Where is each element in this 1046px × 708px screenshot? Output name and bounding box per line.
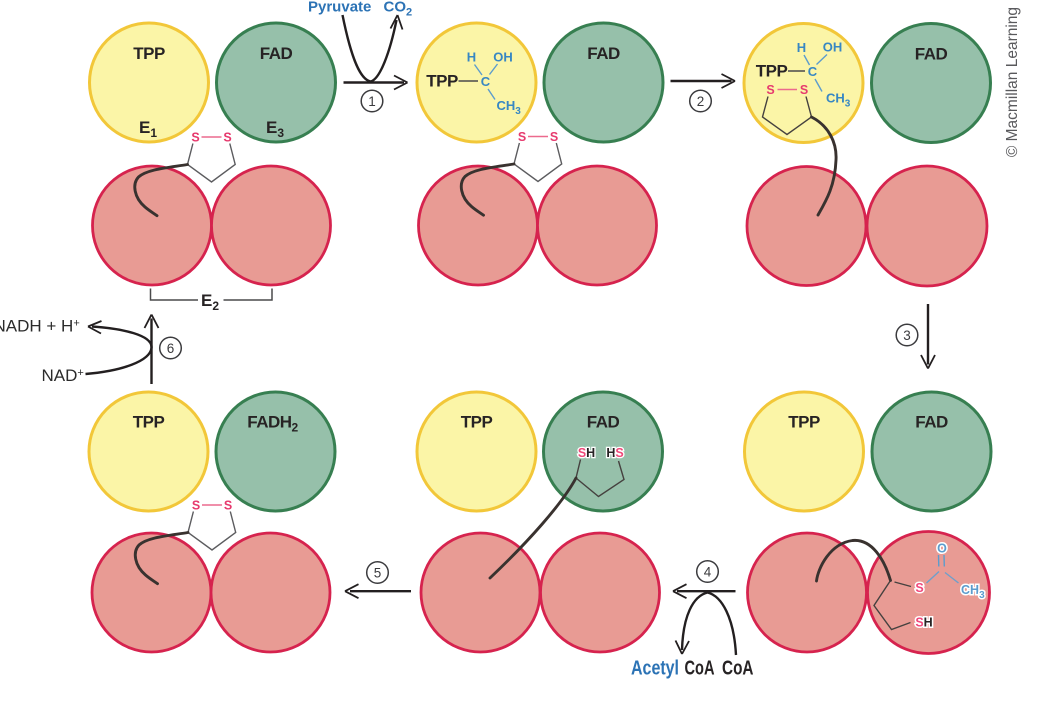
svg-text:S: S	[915, 581, 923, 595]
svg-text:TPP: TPP	[133, 44, 165, 63]
svg-text:S: S	[800, 83, 808, 97]
svg-text:FADH2: FADH2	[247, 413, 298, 435]
svg-text:CO2: CO2	[384, 0, 413, 19]
svg-text:CoA: CoA	[685, 658, 715, 680]
svg-text:1: 1	[368, 94, 376, 109]
svg-text:NADH + H+: NADH + H+	[0, 317, 80, 336]
svg-text:H: H	[797, 40, 806, 55]
svg-text:CH3: CH3	[497, 98, 522, 117]
svg-text:FAD: FAD	[915, 45, 948, 64]
svg-text:4: 4	[704, 564, 712, 579]
svg-text:OH: OH	[823, 40, 843, 55]
svg-text:C: C	[808, 64, 818, 79]
svg-text:6: 6	[167, 341, 175, 356]
svg-text:FAD: FAD	[587, 44, 620, 63]
svg-text:TPP: TPP	[133, 413, 165, 432]
svg-text:S: S	[766, 83, 774, 97]
svg-text:E2: E2	[201, 291, 219, 313]
svg-text:OH: OH	[493, 50, 513, 65]
svg-text:TPP: TPP	[756, 62, 788, 81]
svg-text:Acetyl: Acetyl	[631, 658, 679, 680]
svg-text:CH3: CH3	[826, 91, 851, 110]
svg-text:NAD+: NAD+	[42, 366, 84, 385]
svg-text:O: O	[937, 542, 947, 556]
svg-text:HS: HS	[606, 446, 623, 460]
svg-text:2: 2	[697, 94, 705, 109]
svg-text:TPP: TPP	[788, 413, 820, 432]
svg-text:SH: SH	[578, 446, 595, 460]
svg-text:5: 5	[374, 565, 382, 580]
svg-text:FAD: FAD	[587, 413, 620, 432]
svg-text:TPP: TPP	[426, 72, 458, 91]
svg-text:Pyruvate: Pyruvate	[308, 0, 371, 16]
svg-text:© Macmillan Learning: © Macmillan Learning	[1004, 7, 1021, 157]
svg-text:SH: SH	[915, 616, 932, 630]
svg-text:C: C	[481, 74, 491, 89]
svg-text:3: 3	[903, 328, 911, 343]
svg-text:FAD: FAD	[915, 413, 948, 432]
svg-text:H: H	[467, 50, 476, 65]
svg-text:CoA: CoA	[722, 658, 754, 680]
svg-text:TPP: TPP	[461, 413, 493, 432]
svg-text:FAD: FAD	[260, 44, 293, 63]
